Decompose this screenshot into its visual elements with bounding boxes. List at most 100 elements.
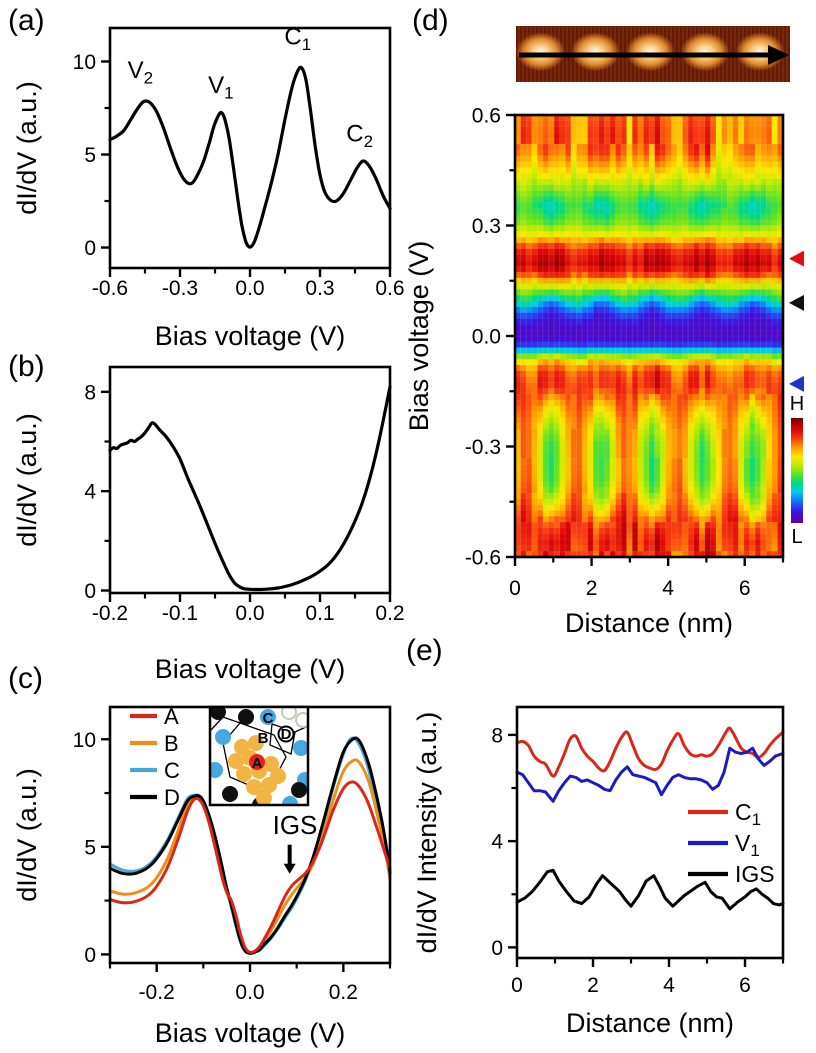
inset-border xyxy=(208,705,310,807)
x-axis-title: Distance (nm) xyxy=(565,608,733,638)
x-tick-label: 0.1 xyxy=(305,602,334,625)
y-tick-label: 0 xyxy=(491,937,503,960)
panel-b-label: (b) xyxy=(8,350,45,383)
orange-atom xyxy=(228,753,244,769)
y-tick-label: 0 xyxy=(84,944,96,967)
panel-c-chart: -0.2 0.0 0.2 0 5 10 Bias voltage (V) dI/dV (a.u… xyxy=(12,704,392,1048)
y-tick-label: 5 xyxy=(84,836,96,859)
series-IGS xyxy=(515,868,785,911)
blue-atom xyxy=(282,796,298,805)
y-tick-label: 0.0 xyxy=(472,326,501,349)
y-tick-label: 8 xyxy=(491,724,503,747)
stm-topograph-image xyxy=(516,26,790,82)
panel-a-chart: -0.6 -0.3 0.0 0.3 0.6 0 5 10 Bias voltage (V) dI/… xyxy=(12,24,405,351)
orange-atom xyxy=(246,779,262,795)
x-tick-label: 0.2 xyxy=(329,981,358,1004)
y-tick-label: -0.6 xyxy=(465,547,501,570)
legend-label-A: A xyxy=(164,704,179,729)
x-tick-label: -0.2 xyxy=(139,981,175,1004)
line-profile-arrow xyxy=(519,45,789,65)
orange-atom xyxy=(248,735,264,751)
blue-atom xyxy=(293,740,308,756)
x-tick-label: 0 xyxy=(509,577,521,600)
panel-e-chart: 0 2 4 6 0 4 8 Distance (nm) dI/dV Intensity (a.u… xyxy=(412,705,785,1038)
x-tick-label: 0.0 xyxy=(235,981,264,1004)
x-tick-label: 0.6 xyxy=(375,277,404,300)
panel-b-chart: -0.2 -0.1 0.0 0.1 0.2 0 4 8 Bias voltage (V) dI/d… xyxy=(12,365,405,684)
y-tick-label: 4 xyxy=(84,481,96,504)
x-tick-label: 6 xyxy=(739,974,751,997)
bias-marker-triangle-0 xyxy=(789,250,804,267)
x-tick-label: 4 xyxy=(662,577,674,600)
bias-marker-triangle-2 xyxy=(789,375,804,392)
inset-site-label-A: A xyxy=(252,755,263,772)
series-V1 xyxy=(515,746,785,803)
plot-border xyxy=(108,365,392,595)
y-tick-label: -0.3 xyxy=(465,436,501,459)
panel-a-label: (a) xyxy=(8,4,45,37)
legend-label-C1: C1 xyxy=(735,799,761,829)
x-tick-label: 0 xyxy=(511,974,523,997)
black-atom xyxy=(222,786,238,802)
faint-atom xyxy=(295,712,308,728)
peak-label-C2: C2 xyxy=(346,120,373,150)
y-tick-label: 0.3 xyxy=(472,215,501,238)
red-atom-site-A xyxy=(249,754,265,770)
series-A xyxy=(108,780,392,954)
x-axis-title: Distance (nm) xyxy=(566,1008,734,1038)
series-C1 xyxy=(515,726,785,778)
colorbar xyxy=(791,418,803,523)
x-tick-label: 2 xyxy=(586,577,598,600)
inset-site-label-C: C xyxy=(263,710,274,727)
panel-d-label: (d) xyxy=(412,4,449,37)
legend-label-IGS: IGS xyxy=(735,861,775,887)
x-tick-label: -0.2 xyxy=(92,602,128,625)
peak-label-V1: V1 xyxy=(208,72,233,102)
y-tick-label: 8 xyxy=(84,381,96,404)
panel-c-label: (c) xyxy=(8,662,43,695)
colorbar-high-label: H xyxy=(790,393,804,415)
orange-atom xyxy=(270,768,286,784)
peak-label-C1: C1 xyxy=(284,24,311,54)
legend-label-B: B xyxy=(164,731,179,756)
plot-border xyxy=(515,705,785,960)
x-tick-label: -0.3 xyxy=(162,277,198,300)
bias-marker-triangle-1 xyxy=(789,294,804,311)
y-axis-title: Bias voltage (V) xyxy=(404,241,434,432)
y-tick-label: 10 xyxy=(73,729,96,752)
faint-atom xyxy=(281,707,297,720)
orange-atom xyxy=(256,790,272,805)
blue-atom xyxy=(215,729,231,745)
x-tick-label: -0.6 xyxy=(92,277,128,300)
orange-atom xyxy=(263,756,279,772)
inset-site-label-B: B xyxy=(258,730,269,747)
panel-d-heatmap: 0 2 4 6 0.6 0.3 0.0 -0.3 -0.6 Distance (nm) Bias v… xyxy=(404,105,804,639)
y-axis-title: dI/dV (a.u.) xyxy=(12,413,42,547)
y-tick-label: 10 xyxy=(73,51,96,74)
x-tick-label: -0.1 xyxy=(162,602,198,625)
igs-annotation-text: IGS xyxy=(273,810,318,840)
y-tick-label: 4 xyxy=(491,831,503,854)
y-tick-label: 0 xyxy=(84,580,96,603)
x-tick-label: 0.0 xyxy=(235,277,264,300)
series-spectrum xyxy=(108,385,392,592)
legend-label-D: D xyxy=(164,785,180,810)
series-spectrum xyxy=(108,65,392,249)
plot-border xyxy=(513,113,785,559)
white-atom-site-D xyxy=(277,725,295,743)
peak-label-V2: V2 xyxy=(128,57,153,87)
x-tick-label: 0.3 xyxy=(305,277,334,300)
blue-atom xyxy=(260,709,276,725)
igs-arrowhead xyxy=(283,863,296,874)
y-tick-label: 0 xyxy=(84,237,96,260)
panel-e-label: (e) xyxy=(406,634,443,667)
x-axis-title: Bias voltage (V) xyxy=(155,1018,346,1048)
x-tick-label: 4 xyxy=(663,974,675,997)
x-axis-title: Bias voltage (V) xyxy=(155,654,346,684)
didv-colormap xyxy=(515,115,784,558)
y-tick-label: 5 xyxy=(84,144,96,167)
legend-label-C: C xyxy=(164,758,180,783)
x-tick-label: 2 xyxy=(587,974,599,997)
